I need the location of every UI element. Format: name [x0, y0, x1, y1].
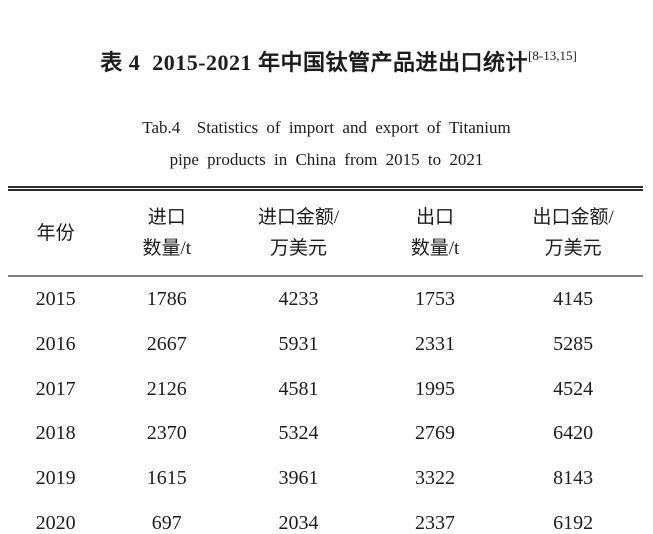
header-cell-import-value: 进口金额/ 万美元: [230, 191, 367, 275]
table-caption-zh: 表 4 2015-2021 年中国钛管产品进出口统计[8-13,15]: [0, 6, 653, 112]
export-qty-cell: 2337: [415, 512, 456, 534]
export-value-cell: 5285: [553, 332, 594, 355]
header-export-qty-line2: 数量/t: [410, 238, 460, 259]
year-cell: 2017: [35, 377, 76, 400]
export-value-cell: 6192: [553, 512, 594, 534]
import-qty-cell: 2126: [146, 377, 187, 400]
import-value-cell: 5324: [278, 422, 319, 445]
import-qty-cell: 1786: [146, 287, 187, 310]
export-value-cell: 4524: [553, 377, 594, 400]
table-body: 2015 1786 4233 1753 4145 2016 2667 5931 …: [8, 277, 643, 534]
header-cell-export-qty: 出口 数量/t: [367, 191, 504, 275]
import-qty-cell: 2667: [146, 332, 187, 355]
year-cell: 2019: [35, 467, 76, 490]
export-value-cell: 6420: [553, 422, 594, 445]
year-cell: 2015: [35, 287, 76, 310]
import-value-cell: 2034: [278, 512, 319, 534]
table-row-2016: 2016 2667 5931 2331 5285: [8, 322, 643, 367]
table-caption-en-line2: pipe products in China from 2015 to 2021: [169, 150, 484, 169]
export-qty-cell: 2331: [415, 332, 456, 355]
year-cell: 2020: [35, 512, 76, 534]
header-export-value-line1: 出口金额/: [532, 207, 614, 228]
table-top-rule: [8, 186, 643, 191]
header-export-value-line2: 万美元: [544, 238, 602, 259]
table-row-2020: 2020 697 2034 2337 6192: [8, 501, 643, 534]
year-cell: 2018: [35, 422, 76, 445]
header-import-value-line1: 进口金额/: [257, 207, 340, 228]
table-caption-en-line1: Tab.4 Statistics of import and export of…: [142, 118, 511, 137]
header-divider-rule: [8, 275, 643, 277]
header-cell-export-value: 出口金额/ 万美元: [503, 191, 643, 275]
year-cell: 2016: [35, 332, 76, 355]
table-header-row: 年份 进口 数量/t 进口金额/ 万美元 出口 数量/t 出口金额/ 万美元: [8, 191, 643, 275]
import-value-cell: 3961: [278, 467, 319, 490]
export-qty-cell: 1995: [415, 377, 456, 400]
import-value-cell: 4581: [278, 377, 319, 400]
import-qty-cell: 2370: [146, 422, 187, 445]
header-import-qty-line1: 进口: [147, 207, 186, 228]
import-value-cell: 5931: [278, 332, 319, 355]
import-value-cell: 4233: [278, 287, 319, 310]
table-row-2017: 2017 2126 4581 1995 4524: [8, 367, 643, 412]
export-qty-cell: 1753: [415, 287, 456, 310]
table-row-2018: 2018 2370 5324 2769 6420: [8, 412, 643, 457]
export-qty-cell: 2769: [415, 422, 456, 445]
table-row-2019: 2019 1615 3961 3322 8143: [8, 456, 643, 501]
citation-reference: [8-13,15]: [528, 48, 577, 63]
header-year-label: 年份: [36, 222, 75, 244]
header-export-qty-line1: 出口: [416, 207, 455, 228]
import-qty-cell: 697: [151, 512, 182, 534]
import-qty-cell: 1615: [146, 467, 187, 490]
table-caption-zh-text: 表 4 2015-2021 年中国钛管产品进出口统计: [100, 50, 529, 75]
table-row-2015: 2015 1786 4233 1753 4145: [8, 277, 643, 322]
header-import-value-line2: 万美元: [270, 238, 328, 259]
header-cell-import-qty: 进口 数量/t: [103, 191, 230, 275]
data-table: 年份 进口 数量/t 进口金额/ 万美元 出口 数量/t 出口金额/ 万美元 2: [8, 186, 643, 534]
export-value-cell: 8143: [553, 467, 594, 490]
header-import-qty-line2: 数量/t: [142, 238, 192, 259]
export-qty-cell: 3322: [415, 467, 456, 490]
export-value-cell: 4145: [553, 287, 594, 310]
header-cell-year: 年份: [8, 191, 103, 275]
